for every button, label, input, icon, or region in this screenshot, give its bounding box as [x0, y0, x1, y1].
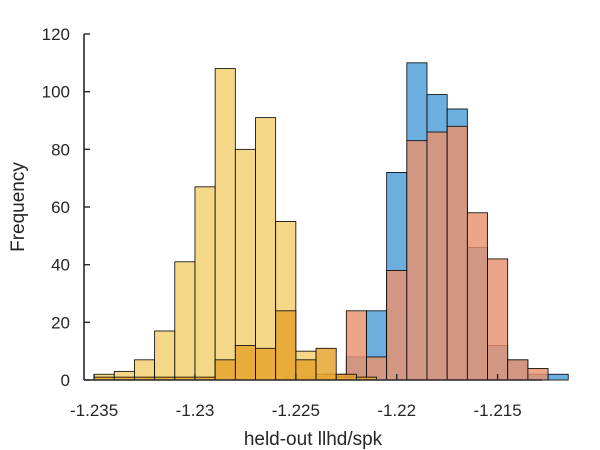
- bar-series-3-bin-7: [214, 68, 236, 381]
- ticks-layer: -1.235 -1.23 -1.225 -1.22 -1.215 0 20 40 60 80 100…: [42, 25, 522, 420]
- bar-series-3-bin-9: [255, 117, 277, 381]
- x-tick-label: -1.22: [377, 401, 416, 420]
- x-axis-label: held-out llhd/spk: [244, 429, 383, 450]
- bar-series-4-bin-9: [255, 347, 277, 381]
- bar-series-2-bin-17: [507, 359, 529, 381]
- bar-series-4-bin-11: [295, 359, 317, 381]
- bar-series-3-bin-6: [194, 186, 216, 381]
- y-tick-label: 80: [51, 140, 70, 159]
- bar-series-2-bin-12: [406, 140, 428, 381]
- bar-series-2-bin-9: [345, 310, 367, 381]
- bar-series-4-bin-7: [214, 359, 236, 381]
- x-tick-label: -1.235: [70, 401, 118, 420]
- bars-layer: [93, 62, 569, 381]
- bar-series-1-bin-12: [547, 373, 569, 381]
- bar-series-2-bin-18: [527, 368, 549, 381]
- bar-series-4-bin-8: [234, 344, 256, 381]
- bar-series-2-bin-13: [426, 131, 448, 381]
- bar-series-2-bin-14: [446, 125, 468, 381]
- y-tick-label: 60: [51, 198, 70, 217]
- y-tick-label: 120: [42, 25, 70, 44]
- bar-series-4-bin-13: [335, 373, 357, 381]
- y-tick-label: 100: [42, 83, 70, 102]
- bar-series-2-bin-11: [386, 270, 408, 381]
- y-tick-label: 0: [61, 371, 70, 390]
- y-axis-label: Frequency: [8, 162, 29, 252]
- bar-series-4-bin-12: [315, 347, 337, 381]
- y-tick-label: 40: [51, 256, 70, 275]
- y-tick-label: 20: [51, 313, 70, 332]
- x-tick-label: -1.225: [272, 401, 320, 420]
- bar-series-2-bin-10: [366, 356, 388, 381]
- bar-series-2-bin-15: [466, 212, 488, 381]
- bar-series-4-bin-10: [275, 310, 297, 381]
- bar-series-2-bin-16: [487, 258, 509, 381]
- x-tick-label: -1.215: [474, 401, 522, 420]
- bar-series-3-bin-5: [174, 261, 196, 381]
- bar-series-3-bin-4: [154, 330, 176, 381]
- x-tick-label: -1.23: [176, 401, 215, 420]
